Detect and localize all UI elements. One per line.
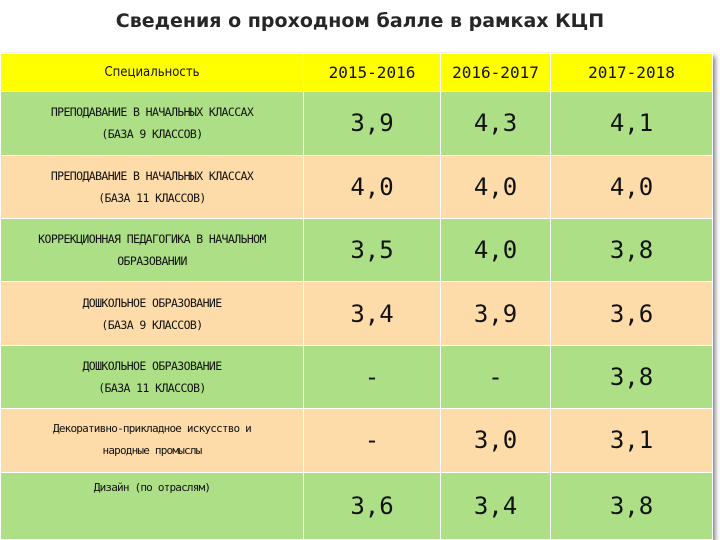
table-row: ДОШКОЛЬНОЕ ОБРАЗОВАНИЕ (БАЗА 11 КЛАССОВ)… (0, 344, 713, 410)
specialty-name-line1: Дизайн (по отраслям) (93, 480, 211, 494)
score-2017-2018: 3,8 (550, 218, 713, 283)
score-2017-2018: 3,1 (550, 408, 713, 473)
header-year-2015-2016: 2015-2016 (303, 52, 441, 93)
table-row: ДОШКОЛЬНОЕ ОБРАЗОВАНИЕ (БАЗА 9 КЛАССОВ) … (0, 281, 713, 346)
score-2016-2017: 4,0 (440, 154, 551, 220)
specialty-name-line1: Декоративно-прикладное искусство и (53, 422, 252, 436)
table-row: Декоративно-прикладное искусство и народ… (0, 408, 713, 473)
score-2015-2016: 3,9 (303, 91, 441, 156)
specialty-name-line2: (БАЗА 11 КЛАССОВ) (98, 190, 206, 205)
score-2016-2017: 3,9 (440, 281, 551, 346)
score-2017-2018: 3,8 (550, 344, 713, 410)
specialty-name: Дизайн (по отраслям) (0, 471, 304, 540)
specialty-name-line2: (БАЗА 9 КЛАССОВ) (101, 127, 203, 142)
table-row: ПРЕПОДАВАНИЕ В НАЧАЛЬНЫХ КЛАССАХ (БАЗА 9… (0, 91, 713, 156)
score-2016-2017: 4,0 (440, 218, 551, 283)
score-2016-2017: 4,3 (440, 91, 551, 156)
specialty-name-line1: ПРЕПОДАВАНИЕ В НАЧАЛЬНЫХ КЛАССАХ (50, 168, 254, 183)
passing-score-table: Специальность 2015-2016 2016-2017 2017-2… (0, 52, 713, 540)
table-row: ПРЕПОДАВАНИЕ В НАЧАЛЬНЫХ КЛАССАХ (БАЗА 1… (0, 154, 713, 220)
specialty-name-line1: ПРЕПОДАВАНИЕ В НАЧАЛЬНЫХ КЛАССАХ (50, 105, 254, 120)
specialty-name: ДОШКОЛЬНОЕ ОБРАЗОВАНИЕ (БАЗА 9 КЛАССОВ) (0, 281, 304, 346)
specialty-name-line2: (БАЗА 9 КЛАССОВ) (101, 317, 203, 332)
specialty-name-line1: ДОШКОЛЬНОЕ ОБРАЗОВАНИЕ (82, 358, 222, 373)
score-2017-2018: 3,8 (550, 471, 713, 540)
header-specialty: Специальность (0, 52, 304, 93)
specialty-name: ПРЕПОДАВАНИЕ В НАЧАЛЬНЫХ КЛАССАХ (БАЗА 1… (0, 154, 304, 220)
score-2017-2018: 4,1 (550, 91, 713, 156)
specialty-name-line2: ОБРАЗОВАНИИ (117, 254, 187, 269)
header-year-2017-2018: 2017-2018 (550, 52, 713, 93)
specialty-name: КОРРЕКЦИОННАЯ ПЕДАГОГИКА В НАЧАЛЬНОМ ОБР… (0, 218, 304, 283)
page-title: Сведения о проходном балле в рамках КЦП (115, 10, 605, 32)
score-2015-2016: - (303, 344, 441, 410)
score-2016-2017: - (440, 344, 551, 410)
score-2015-2016: 4,0 (303, 154, 441, 220)
specialty-name: Декоративно-прикладное искусство и народ… (0, 408, 304, 473)
score-2017-2018: 4,0 (550, 154, 713, 220)
score-2015-2016: - (303, 408, 441, 473)
score-2016-2017: 3,4 (440, 471, 551, 540)
specialty-name: ДОШКОЛЬНОЕ ОБРАЗОВАНИЕ (БАЗА 11 КЛАССОВ) (0, 344, 304, 410)
table-row: Дизайн (по отраслям) 3,6 3,4 3,8 (0, 471, 713, 540)
specialty-name: ПРЕПОДАВАНИЕ В НАЧАЛЬНЫХ КЛАССАХ (БАЗА 9… (0, 91, 304, 156)
score-2016-2017: 3,0 (440, 408, 551, 473)
specialty-name-line2: (БАЗА 11 КЛАССОВ) (98, 380, 206, 395)
specialty-name-line2: народные промыслы (102, 444, 203, 458)
score-2015-2016: 3,5 (303, 218, 441, 283)
header-year-2016-2017: 2016-2017 (440, 52, 551, 93)
table-header-row: Специальность 2015-2016 2016-2017 2017-2… (0, 52, 713, 93)
score-2015-2016: 3,6 (303, 471, 441, 540)
table-row: КОРРЕКЦИОННАЯ ПЕДАГОГИКА В НАЧАЛЬНОМ ОБР… (0, 218, 713, 283)
score-2015-2016: 3,4 (303, 281, 441, 346)
specialty-name-line1: ДОШКОЛЬНОЕ ОБРАЗОВАНИЕ (82, 295, 222, 310)
score-2017-2018: 3,6 (550, 281, 713, 346)
specialty-name-line1: КОРРЕКЦИОННАЯ ПЕДАГОГИКА В НАЧАЛЬНОМ (38, 232, 266, 247)
